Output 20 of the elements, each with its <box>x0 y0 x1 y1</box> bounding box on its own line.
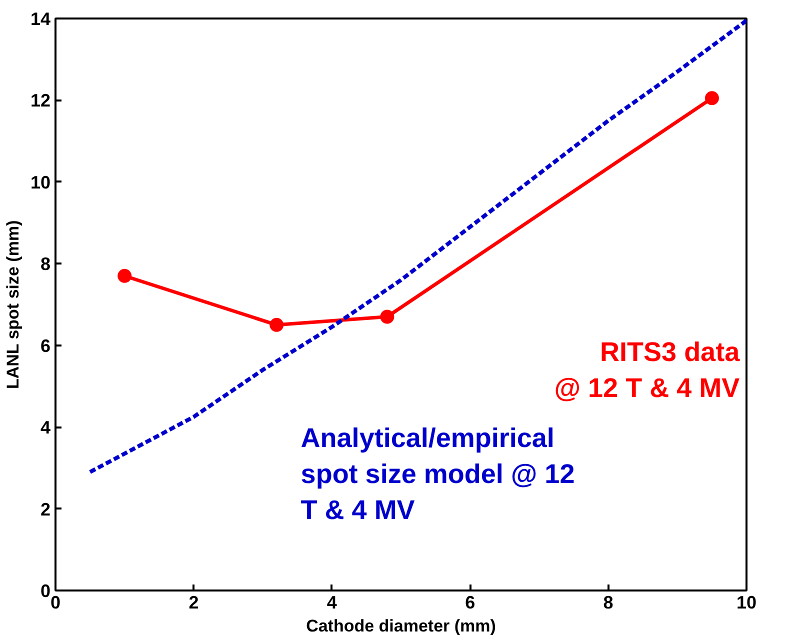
y-tick-label: 10 <box>30 172 51 192</box>
x-tick-label: 8 <box>603 592 614 612</box>
x-axis-title: Cathode diameter (mm) <box>306 616 496 636</box>
text: Analytical/empirical spot size model @ 12 T & 4 MV <box>300 422 575 525</box>
y-tick-label: 12 <box>30 90 51 111</box>
text: RITS3 data @ 12 T & 4 MV <box>554 337 741 404</box>
x-tick-label: 10 <box>736 592 757 612</box>
point <box>380 310 394 324</box>
x-tick-label: 6 <box>465 592 476 612</box>
y-tick-label: 2 <box>40 499 51 520</box>
y-tick-label: 6 <box>40 336 51 356</box>
y-axis-title: LANL spot size (mm) <box>3 220 22 390</box>
y-tick-label: 14 <box>30 9 51 29</box>
point <box>118 268 132 283</box>
point <box>704 91 719 106</box>
y-tick-label: 8 <box>40 254 51 274</box>
point <box>270 318 284 332</box>
x-tick-label: 2 <box>188 592 199 612</box>
y-tick-label: 4 <box>40 418 51 438</box>
x-tick-label: 4 <box>326 592 337 612</box>
